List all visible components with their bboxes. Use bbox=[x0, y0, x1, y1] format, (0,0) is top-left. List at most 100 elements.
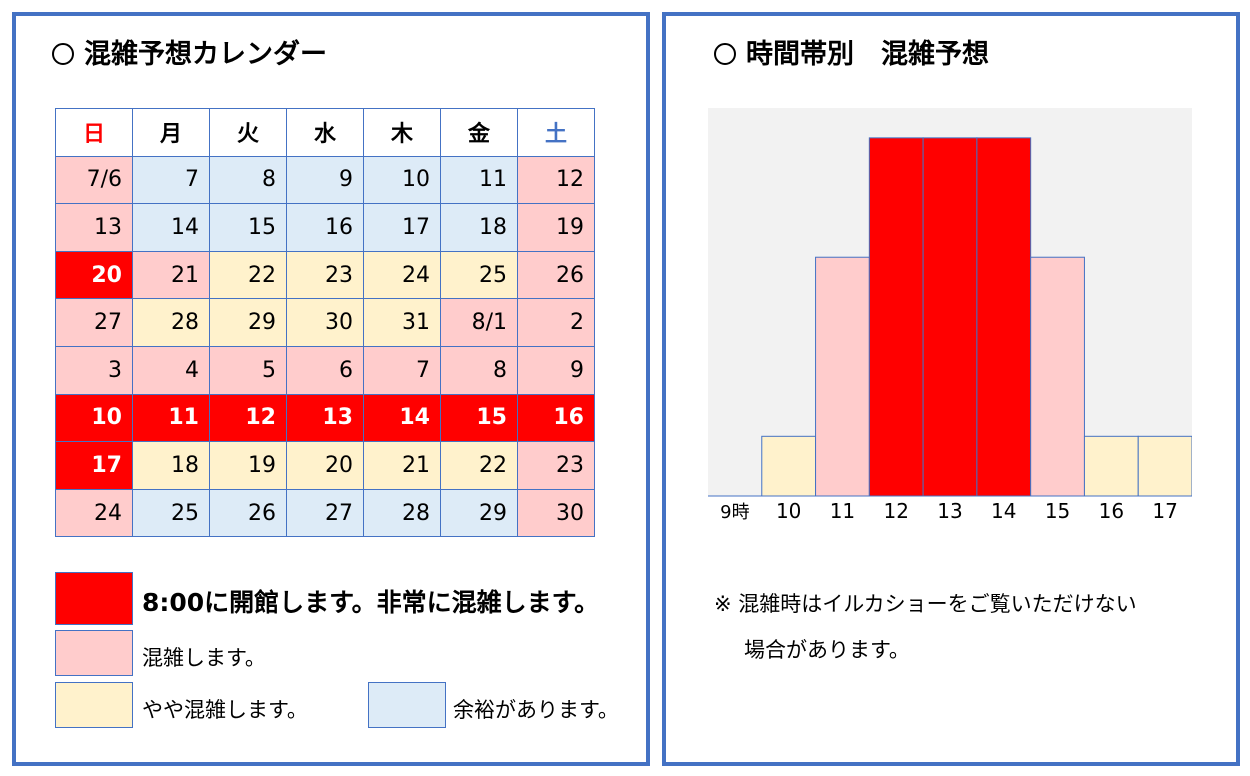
calendar-day-cell: 28 bbox=[132, 298, 210, 347]
calendar-day-cell: 30 bbox=[286, 298, 364, 347]
hourly-crowd-chart: 9時 10 11 12 13 14 15 16 17 bbox=[708, 108, 1192, 523]
calendar-week-row: 13 14 15 16 17 18 19 bbox=[55, 203, 595, 252]
bar-11 bbox=[815, 256, 870, 497]
calendar-day-cell: 19 bbox=[209, 441, 287, 490]
calendar-day-cell: 2 bbox=[517, 298, 595, 347]
circle-icon bbox=[714, 43, 736, 65]
calendar-day-cell: 23 bbox=[286, 250, 364, 300]
calendar-day-cell: 21 bbox=[363, 441, 441, 490]
legend-swatch-spacious bbox=[368, 682, 446, 728]
weekday-fri: 金 bbox=[440, 108, 518, 157]
calendar-day-cell: 28 bbox=[363, 488, 441, 538]
calendar-body: 7/6 7 8 9 10 11 12 13 14 15 16 17 18 19 20 21 22 23 24 25 26… bbox=[55, 155, 595, 538]
x-tick-label: 10 bbox=[776, 499, 801, 523]
legend-label-slightly-crowded: やや混雑します。 bbox=[142, 698, 308, 722]
hourly-title-text: 時間帯別 混雑予想 bbox=[746, 39, 989, 70]
calendar-day-cell: 21 bbox=[132, 250, 210, 300]
weekday-sat: 土 bbox=[517, 108, 595, 157]
bar-14 bbox=[976, 137, 1032, 497]
calendar-week-row: 7/6 7 8 9 10 11 12 bbox=[55, 155, 595, 205]
calendar-day-cell: 17 bbox=[55, 441, 133, 490]
calendar-day-cell: 31 bbox=[363, 298, 441, 347]
x-tick-label: 16 bbox=[1099, 499, 1124, 523]
weekday-mon: 月 bbox=[132, 108, 210, 157]
calendar-day-cell: 26 bbox=[517, 250, 595, 300]
calendar-day-cell: 16 bbox=[517, 393, 595, 443]
calendar-day-cell: 15 bbox=[440, 393, 518, 443]
calendar-day-cell: 30 bbox=[517, 488, 595, 538]
calendar-day-cell: 26 bbox=[209, 488, 287, 538]
calendar-day-cell: 10 bbox=[363, 155, 441, 205]
hourly-title: 時間帯別 混雑予想 bbox=[714, 32, 989, 71]
calendar-day-cell: 10 bbox=[55, 393, 133, 443]
calendar-week-row: 24 25 26 27 28 29 30 bbox=[55, 488, 595, 538]
calendar-day-cell: 25 bbox=[132, 488, 210, 538]
calendar-day-cell: 25 bbox=[440, 250, 518, 300]
x-tick-label: 14 bbox=[991, 499, 1016, 523]
x-tick-label: 17 bbox=[1152, 499, 1177, 523]
bar-10 bbox=[761, 435, 817, 497]
x-tick-label: 15 bbox=[1045, 499, 1070, 523]
bar-15 bbox=[1030, 256, 1085, 497]
calendar-day-cell: 13 bbox=[286, 393, 364, 443]
weekday-header-row: 日 月 火 水 木 金 土 bbox=[55, 108, 595, 157]
calendar-day-cell: 20 bbox=[55, 250, 133, 300]
crowd-calendar: 日 月 火 水 木 金 土 7/6 7 8 9 10 11 12 13 14 15 16 17 18 19… bbox=[55, 108, 595, 538]
calendar-day-cell: 12 bbox=[517, 155, 595, 205]
bar-17 bbox=[1137, 435, 1192, 497]
calendar-day-cell: 22 bbox=[440, 441, 518, 490]
weekday-wed: 水 bbox=[286, 108, 364, 157]
calendar-day-cell: 7/6 bbox=[55, 155, 133, 205]
calendar-day-cell: 18 bbox=[132, 441, 210, 490]
calendar-day-cell: 18 bbox=[440, 203, 518, 252]
calendar-day-cell: 9 bbox=[517, 345, 595, 395]
calendar-day-cell: 12 bbox=[209, 393, 287, 443]
x-tick-label: 9時 bbox=[720, 502, 749, 523]
calendar-day-cell: 8/1 bbox=[440, 298, 518, 347]
bar-12 bbox=[868, 137, 924, 497]
calendar-day-cell: 11 bbox=[132, 393, 210, 443]
calendar-day-cell: 29 bbox=[209, 298, 287, 347]
calendar-title-text: 混雑予想カレンダー bbox=[84, 39, 327, 70]
calendar-day-cell: 29 bbox=[440, 488, 518, 538]
weekday-thu: 木 bbox=[363, 108, 441, 157]
calendar-day-cell: 5 bbox=[209, 345, 287, 395]
calendar-day-cell: 27 bbox=[55, 298, 133, 347]
calendar-day-cell: 14 bbox=[132, 203, 210, 252]
calendar-day-cell: 27 bbox=[286, 488, 364, 538]
legend-swatch-very-crowded bbox=[55, 572, 133, 625]
note-line-2: 場合があります。 bbox=[744, 638, 910, 662]
calendar-day-cell: 24 bbox=[363, 250, 441, 300]
weekday-sun: 日 bbox=[55, 108, 133, 157]
calendar-week-row: 17 18 19 20 21 22 23 bbox=[55, 441, 595, 490]
calendar-day-cell: 17 bbox=[363, 203, 441, 252]
legend-swatch-crowded bbox=[55, 630, 133, 676]
calendar-day-cell: 22 bbox=[209, 250, 287, 300]
circle-icon bbox=[52, 43, 74, 65]
legend-label-very-crowded: 8:00に開館します。非常に混雑します。 bbox=[142, 588, 600, 617]
calendar-day-cell: 13 bbox=[55, 203, 133, 252]
note-line-1: ※ 混雑時はイルカショーをご覧いただけない bbox=[714, 592, 1137, 616]
calendar-title: 混雑予想カレンダー bbox=[52, 32, 327, 71]
x-tick-label: 11 bbox=[830, 499, 855, 523]
x-tick-label: 13 bbox=[937, 499, 962, 523]
calendar-week-row: 20 21 22 23 24 25 26 bbox=[55, 250, 595, 300]
calendar-day-cell: 14 bbox=[363, 393, 441, 443]
bar-13 bbox=[922, 137, 978, 497]
legend-label-spacious: 余裕があります。 bbox=[453, 698, 619, 722]
weekday-tue: 火 bbox=[209, 108, 287, 157]
calendar-week-row: 10 11 12 13 14 15 16 bbox=[55, 393, 595, 443]
legend-swatch-slightly-crowded bbox=[55, 682, 133, 728]
bar-16 bbox=[1083, 435, 1139, 497]
calendar-day-cell: 15 bbox=[209, 203, 287, 252]
calendar-day-cell: 7 bbox=[363, 345, 441, 395]
calendar-day-cell: 20 bbox=[286, 441, 364, 490]
legend-label-crowded: 混雑します。 bbox=[142, 646, 266, 670]
calendar-day-cell: 8 bbox=[440, 345, 518, 395]
calendar-day-cell: 8 bbox=[209, 155, 287, 205]
calendar-day-cell: 9 bbox=[286, 155, 364, 205]
x-tick-label: 12 bbox=[883, 499, 908, 523]
calendar-day-cell: 16 bbox=[286, 203, 364, 252]
calendar-day-cell: 3 bbox=[55, 345, 133, 395]
